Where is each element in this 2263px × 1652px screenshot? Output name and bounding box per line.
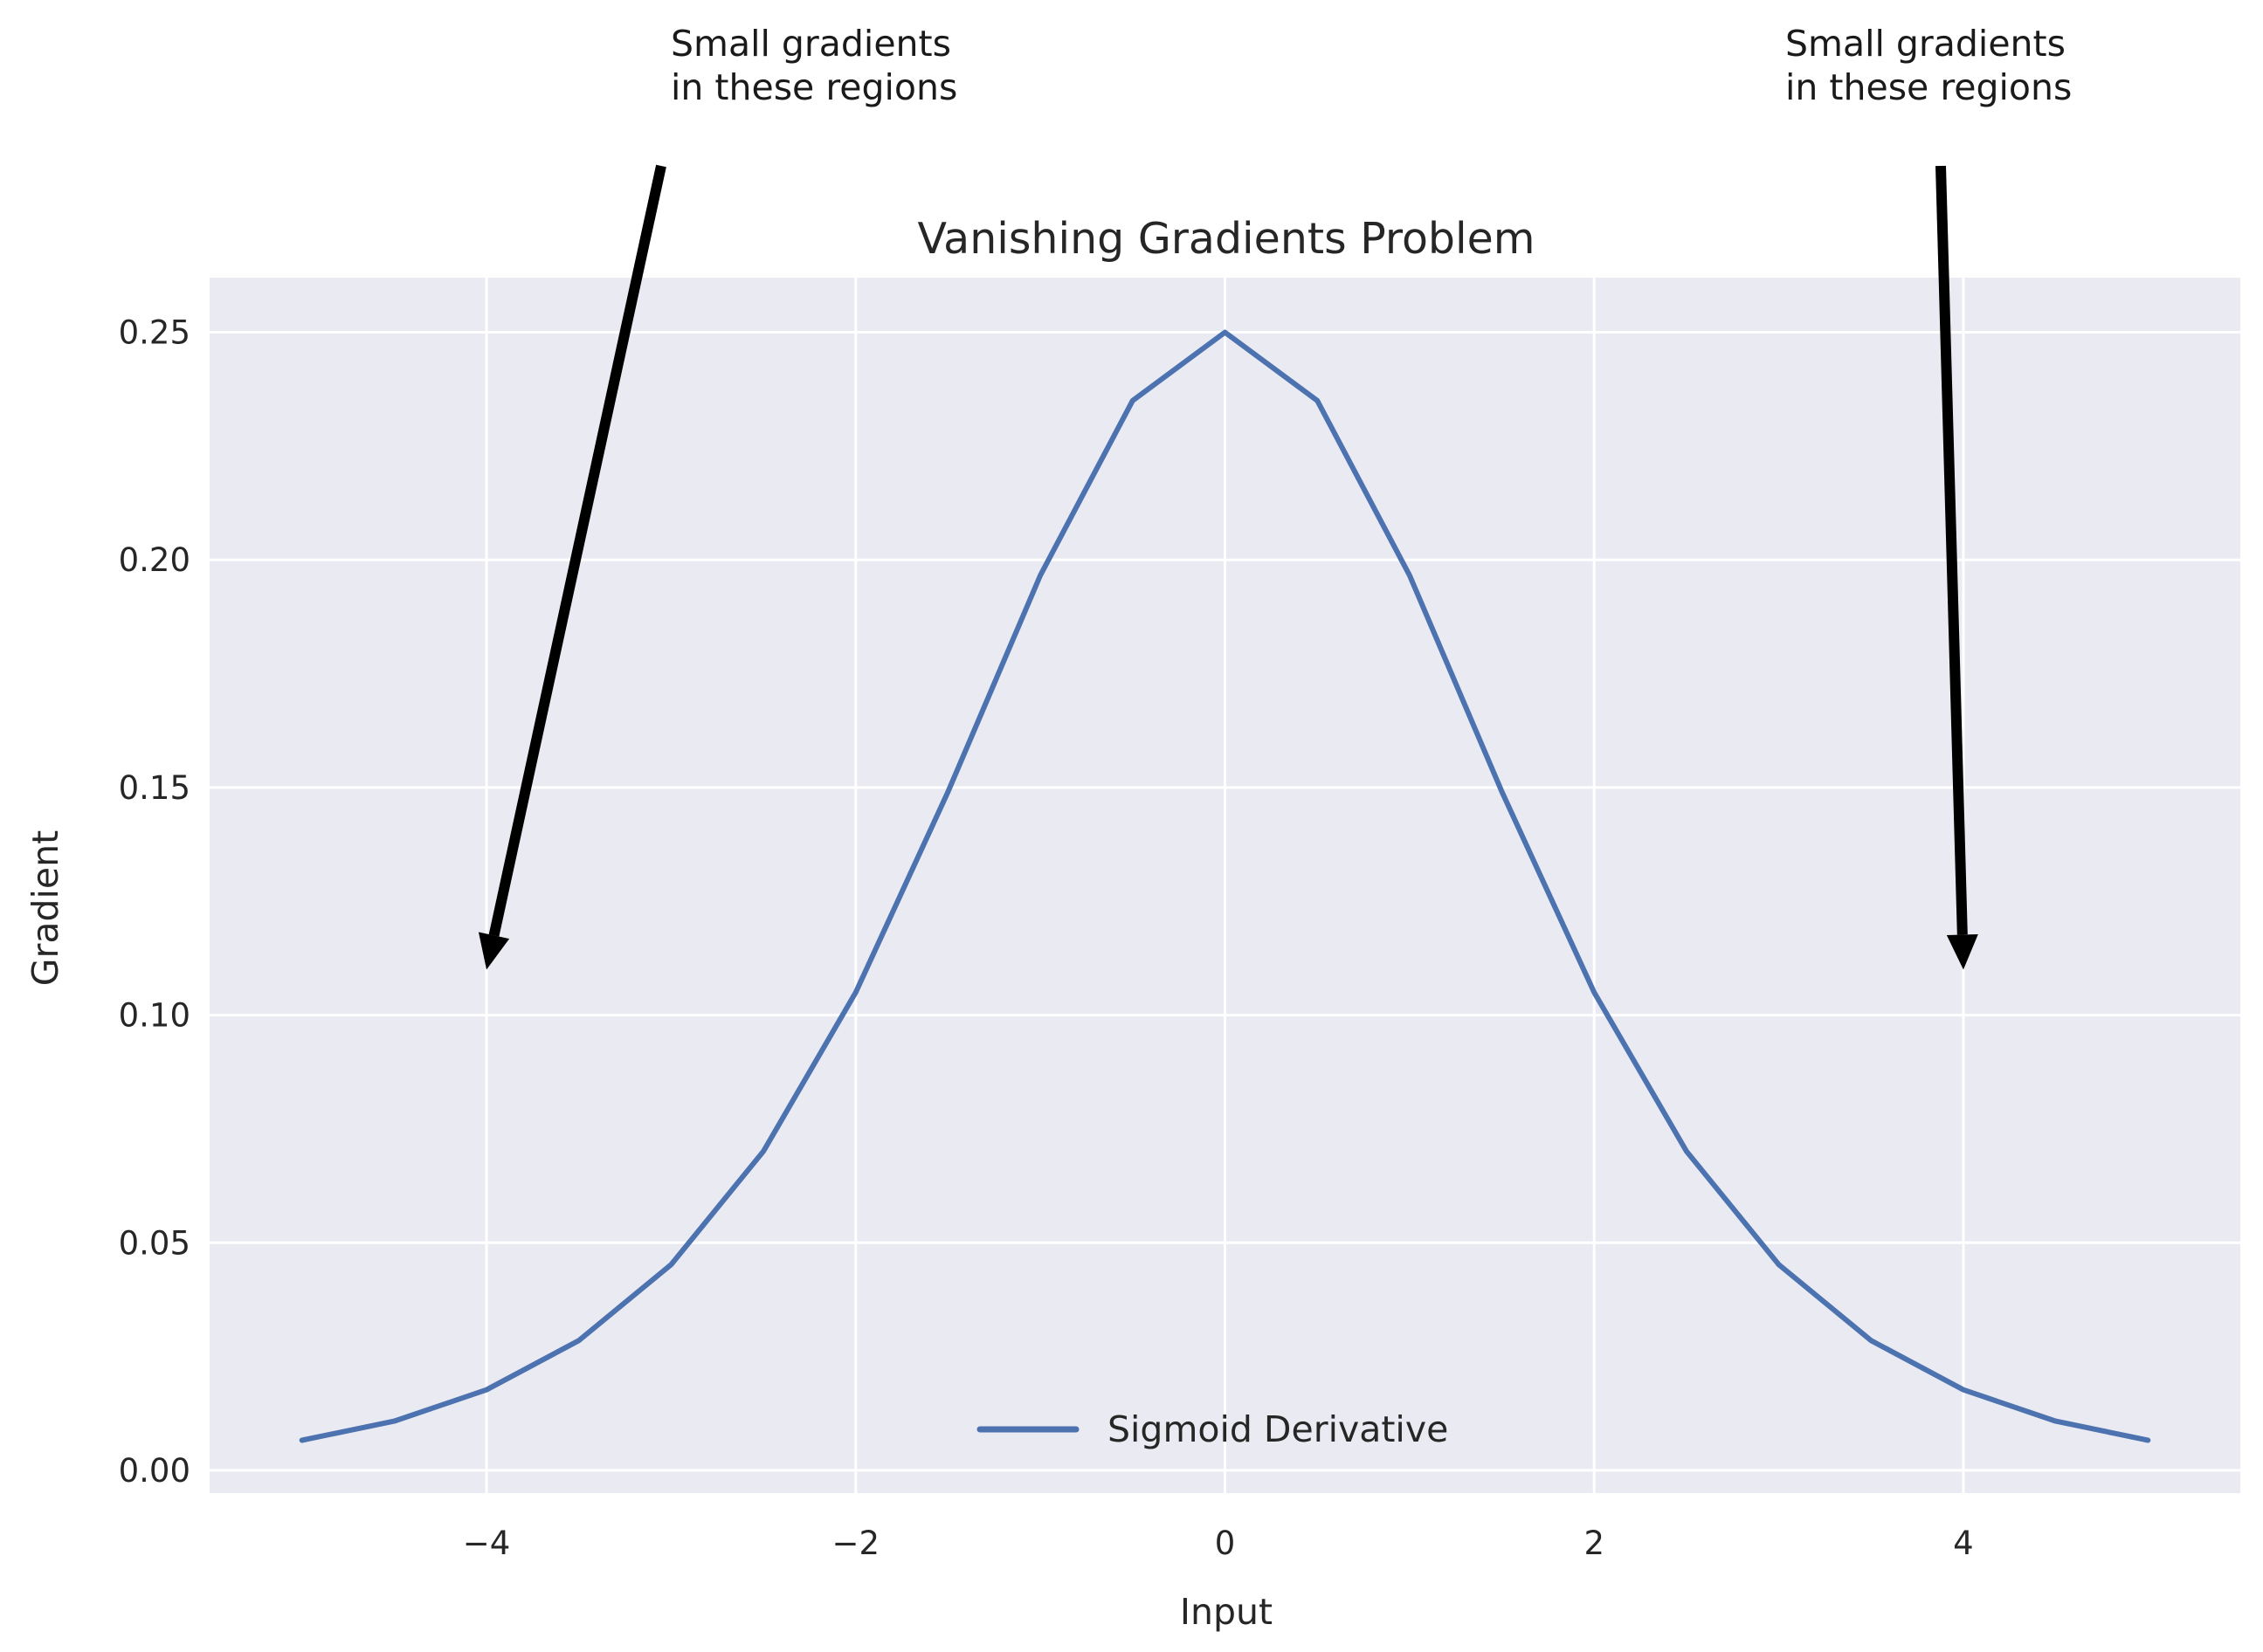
annotation-text: Small gradients — [1785, 23, 2066, 65]
x-axis-label: Input — [1180, 1591, 1273, 1633]
annotation-text: in these regions — [671, 66, 957, 108]
annotation-arrow-head — [478, 932, 510, 970]
series-line-sigmoid-derivative — [299, 329, 2151, 1443]
y-tick-label: 0.10 — [119, 997, 190, 1035]
x-tick-label: 4 — [1953, 1525, 1974, 1562]
annotation-text: Small gradients — [671, 23, 951, 65]
annotation-arrow-shaft — [488, 164, 666, 937]
x-tick-label: 0 — [1215, 1525, 1236, 1562]
x-tick-label: −2 — [831, 1525, 880, 1562]
x-tick-label: −4 — [463, 1525, 511, 1562]
series-layer — [299, 329, 2151, 1443]
chart-title: Vanishing Gradients Problem — [917, 214, 1535, 264]
y-tick-label: 0.20 — [119, 541, 190, 579]
legend-label-sigmoid-derivative: Sigmoid Derivative — [1107, 1408, 1448, 1450]
x-tick-label: 2 — [1583, 1525, 1604, 1562]
annotation-arrow-shaft — [1935, 165, 1968, 935]
y-axis-label: Gradient — [24, 830, 66, 986]
y-tick-label: 0.15 — [119, 769, 190, 807]
y-tick-label: 0.00 — [119, 1452, 190, 1490]
tick-labels: −4 −2 0 2 4 0.00 0.05 0.10 0.15 0.20 0.25 — [119, 314, 1974, 1562]
annotation-text: in these regions — [1785, 66, 2072, 108]
y-tick-label: 0.05 — [119, 1224, 190, 1262]
y-tick-label: 0.25 — [119, 314, 190, 352]
legend: Sigmoid Derivative — [976, 1408, 1448, 1450]
annotation-arrow-head — [1946, 933, 1978, 970]
